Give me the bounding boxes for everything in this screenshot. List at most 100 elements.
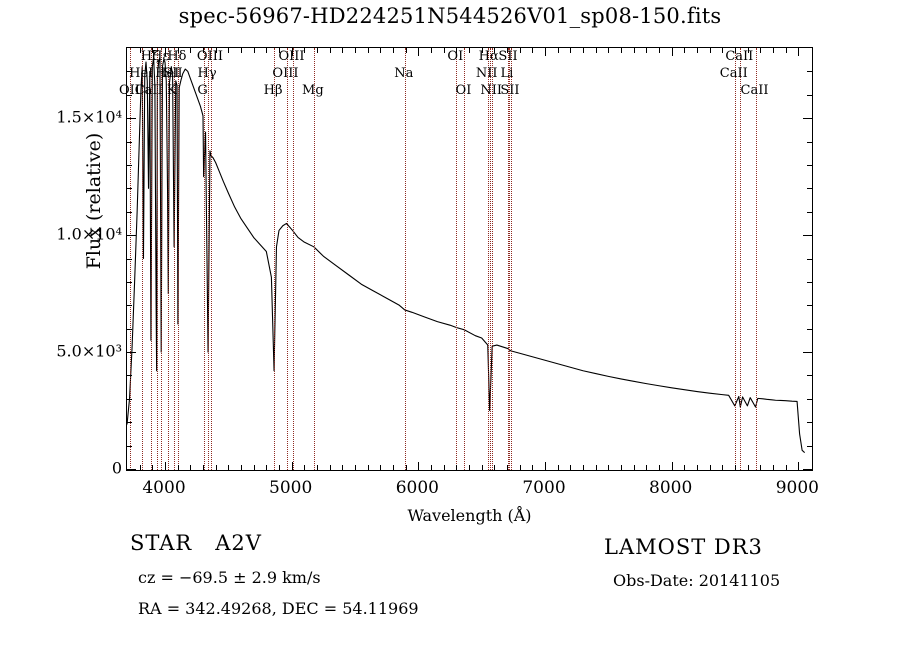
y-axis-tick-labels: 1.5×10⁴ 1.0×10⁴ 5.0×10³ 0: [0, 0, 122, 649]
x-tick-minor: [317, 48, 318, 53]
x-tick-minor: [557, 465, 559, 470]
x-tick-mark: [418, 48, 420, 56]
y-tick-minor: [127, 422, 132, 424]
y-tick-mark: [127, 235, 136, 237]
spectrum-curve: [127, 56, 806, 454]
x-tick-minor: [329, 465, 331, 470]
line-marker-sii: [509, 48, 510, 470]
x-tick-label: 4000: [142, 478, 186, 498]
x-tick-minor: [367, 465, 369, 470]
x-tick-minor: [380, 48, 382, 53]
y-tick-mark: [127, 352, 136, 354]
x-tick-minor: [456, 48, 458, 53]
line-label-caii: CaII: [740, 83, 769, 98]
y-tick-minor: [127, 281, 132, 283]
x-tick-minor: [228, 465, 230, 470]
line-marker-hei: [168, 48, 170, 470]
line-marker-sii: [174, 48, 176, 470]
x-tick-minor: [329, 48, 331, 53]
x-tick-minor: [431, 48, 432, 53]
x-tick-minor: [279, 48, 280, 53]
x-tick-minor: [659, 465, 660, 470]
line-label-nii: NII: [480, 83, 502, 98]
x-tick-minor: [773, 465, 774, 470]
line-label-h: Hβ: [263, 83, 283, 98]
x-tick-minor: [203, 48, 204, 53]
redshift-velocity: cz = −69.5 ± 2.9 km/s: [138, 568, 321, 587]
line-label-sii: SII: [163, 66, 183, 81]
page-title: spec-56967-HD224251N544526V01_sp08-150.f…: [178, 4, 722, 28]
y-tick-minor: [127, 211, 132, 213]
x-tick-mark: [798, 48, 800, 56]
line-marker-oiii: [286, 48, 288, 470]
line-label-h: Hδ: [167, 49, 187, 64]
x-tick-minor: [342, 48, 344, 53]
y-tick-minor: [127, 164, 132, 166]
y-tick-minor: [127, 71, 132, 73]
line-label-oiii: OIII: [278, 49, 305, 64]
y-tick-mark: [803, 469, 812, 470]
x-tick-minor: [393, 48, 394, 53]
line-label-na: Na: [394, 66, 414, 81]
y-tick-minor: [807, 375, 812, 377]
line-marker-caii: [734, 48, 736, 470]
x-tick-label: 9000: [775, 478, 819, 498]
x-tick-minor: [608, 465, 610, 470]
x-tick-minor: [203, 465, 204, 470]
line-marker-caii: [740, 48, 742, 470]
x-tick-minor: [735, 465, 736, 470]
observation-date: Obs-Date: 20141105: [613, 571, 781, 590]
x-tick-minor: [570, 465, 572, 470]
line-label-h: Hα: [478, 49, 499, 64]
x-tick-mark: [545, 48, 546, 56]
line-label-oi: OI: [455, 83, 472, 98]
x-tick-minor: [317, 465, 318, 470]
y-tick-minor: [807, 445, 812, 447]
x-tick-mark: [671, 48, 673, 56]
x-tick-minor: [646, 465, 648, 470]
y-tick-minor: [127, 445, 132, 447]
line-label-oi: OI: [447, 49, 464, 64]
x-tick-minor: [177, 465, 179, 470]
x-tick-minor: [583, 465, 584, 470]
x-tick-minor: [583, 48, 584, 53]
x-tick-minor: [215, 48, 217, 53]
y-tick-minor: [127, 305, 132, 307]
y-tick-label: 1.0×10⁴: [56, 224, 122, 244]
y-tick-mark: [127, 469, 136, 470]
line-marker-li: [507, 48, 509, 470]
x-tick-minor: [228, 48, 230, 53]
line-label-mg: Mg: [302, 83, 324, 98]
x-tick-minor: [405, 48, 407, 53]
line-marker-caii: [755, 48, 757, 470]
x-tick-minor: [355, 48, 356, 53]
x-tick-minor: [659, 48, 660, 53]
line-label-h: Hγ: [197, 66, 217, 81]
y-tick-minor: [807, 188, 812, 190]
line-marker-hei: [142, 48, 144, 470]
x-tick-minor: [633, 48, 635, 53]
survey-name: LAMOST DR3: [604, 535, 763, 559]
y-tick-minor: [807, 328, 812, 330]
y-tick-minor: [807, 305, 812, 307]
y-tick-minor: [807, 94, 812, 96]
y-axis-title: Flux (relative): [83, 132, 105, 270]
x-tick-minor: [646, 48, 648, 53]
y-tick-minor: [127, 375, 132, 377]
line-label-oii: OII: [118, 83, 140, 98]
x-tick-minor: [684, 48, 686, 53]
x-tick-minor: [722, 465, 724, 470]
x-tick-minor: [469, 48, 470, 53]
x-tick-minor: [253, 465, 255, 470]
x-tick-minor: [684, 465, 686, 470]
x-tick-minor: [785, 48, 787, 53]
line-label-h: Hε: [151, 49, 170, 64]
line-marker-h: [150, 48, 152, 470]
x-tick-label: 5000: [269, 478, 313, 498]
x-tick-minor: [177, 48, 179, 53]
line-label-oiii: OIII: [272, 66, 299, 81]
x-tick-minor: [481, 48, 483, 53]
y-tick-minor: [807, 71, 812, 73]
x-tick-minor: [519, 465, 521, 470]
x-tick-minor: [241, 48, 242, 53]
